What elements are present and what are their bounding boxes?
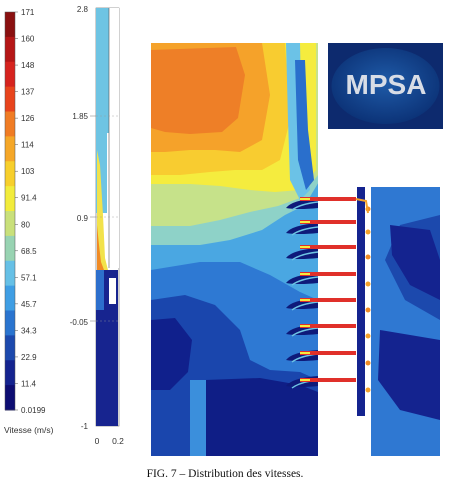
wall-opening-edge	[291, 226, 319, 236]
colorbar-label: 91.4	[21, 194, 37, 203]
colorbar-label: 0.0199	[21, 406, 46, 415]
field-wall-dark	[295, 60, 314, 190]
profile-x-tick-0-2: 0.2	[112, 436, 124, 446]
jet-tip	[300, 325, 310, 327]
jet-bend	[355, 198, 369, 214]
colorbar-swatch	[5, 36, 15, 63]
colorbar-swatch	[5, 161, 15, 187]
wall-opening-edge	[291, 327, 319, 337]
jet-exit	[365, 360, 371, 366]
velocity-field-panel	[151, 43, 440, 456]
jet	[300, 378, 356, 382]
jet-exit	[365, 307, 371, 313]
jet-exit	[365, 333, 371, 339]
colorbar-swatch	[5, 136, 15, 162]
colorbar-label: 45.7	[21, 300, 37, 309]
field-right-lower-navy	[378, 330, 440, 420]
jet-exit	[365, 229, 371, 235]
profile-y-tick-1-85: 1.85	[72, 112, 88, 121]
colorbar-label: 80	[21, 220, 30, 229]
jet	[300, 197, 356, 201]
field-vertical-channel	[190, 380, 206, 456]
profile-x-tick-0: 0	[95, 436, 100, 446]
profile-column-upper	[96, 8, 109, 133]
colorbar-swatch	[5, 235, 15, 262]
logo-ellipse	[331, 48, 440, 124]
profile-y-tick-minus-1: -1	[81, 422, 89, 431]
jet-tip	[300, 299, 310, 301]
colorbar-label: 160	[21, 35, 35, 44]
profile-y-tick-0-9: 0.9	[77, 214, 89, 223]
jet	[300, 272, 356, 276]
colorbar-swatch	[5, 335, 15, 361]
profile-column-mid	[96, 133, 107, 213]
colorbar-swatch	[5, 285, 15, 311]
field-dark-orange-core	[151, 47, 245, 134]
jet	[300, 324, 356, 328]
wall-opening	[286, 223, 318, 234]
colorbar-swatch	[5, 360, 15, 386]
colorbar-swatch	[5, 385, 15, 411]
colorbar-label: 114	[21, 141, 34, 150]
profile-yellow-wedge	[97, 150, 108, 270]
colorbar-label: 148	[21, 61, 35, 70]
colorbar-label: 171	[21, 8, 35, 17]
colorbar-border	[4, 11, 16, 411]
colorbar-swatch	[5, 260, 15, 287]
profile-orange-wedge	[97, 225, 104, 270]
colorbar-label: 22.9	[21, 353, 37, 362]
jet-tip	[300, 221, 310, 223]
colorbar-swatch	[5, 186, 15, 212]
field-right-navy-patch	[390, 225, 440, 300]
field-lower-navy-right	[205, 378, 318, 456]
colorbar-swatch	[5, 12, 15, 38]
profile-y-tick-minus-0-05: -0.05	[70, 318, 89, 327]
colorbar-label: 68.5	[21, 247, 37, 256]
wall-opening-edge	[291, 301, 319, 311]
colorbar-swatch	[5, 86, 15, 112]
profile-white-strip	[109, 8, 119, 268]
wall-opening-edge	[291, 276, 319, 286]
field-thin-wall	[357, 187, 365, 416]
jet-tip	[300, 273, 310, 275]
jet-tip	[300, 198, 310, 200]
figure-caption: FIG. 7 – Distribution des vitesses.	[146, 468, 304, 480]
profile-y-gridlines	[90, 115, 119, 322]
outflow-jets	[300, 197, 371, 393]
colorbar-label: 34.3	[21, 326, 37, 335]
jet-tip	[300, 352, 310, 354]
field-lower-navy-left	[151, 318, 192, 390]
colorbar-swatch	[5, 111, 15, 137]
profile-y-tick-2-8: 2.8	[77, 5, 89, 14]
colorbar-title: Vitesse (m/s)	[4, 425, 54, 435]
velocity-profile-panel: 2.8 1.85 0.9 -0.05 -1 0 0.2	[70, 5, 124, 446]
wall-opening-edge	[291, 201, 319, 211]
colorbar-label: 57.1	[21, 273, 37, 282]
wall-opening	[286, 248, 318, 259]
jet-exit	[365, 254, 371, 260]
jet	[300, 220, 356, 224]
profile-gap	[109, 278, 116, 304]
jet-exit	[365, 281, 371, 287]
logo-text: MPSA	[346, 69, 427, 100]
colorbar-swatch	[5, 211, 15, 237]
colorbar-label: 126	[21, 114, 35, 123]
jet-tip	[300, 246, 310, 248]
jet	[300, 351, 356, 355]
jet-tip	[300, 379, 310, 381]
profile-lower-blue	[96, 270, 104, 310]
colorbar-swatch	[5, 310, 15, 336]
colorbar-label: 137	[21, 88, 35, 97]
mpsa-logo: MPSA	[328, 43, 443, 129]
jet-exit	[365, 387, 371, 393]
jet	[300, 245, 356, 249]
colorbar-label: 11.4	[21, 379, 37, 388]
wall-opening-edge	[291, 251, 319, 261]
colorbar-swatch	[5, 61, 15, 88]
jet	[300, 298, 356, 302]
colorbar-legend: 171 160 148 137 126 114 103 91.4 80 68.5 57.1 45.7 3…	[4, 8, 46, 415]
colorbar-label: 103	[21, 167, 35, 176]
